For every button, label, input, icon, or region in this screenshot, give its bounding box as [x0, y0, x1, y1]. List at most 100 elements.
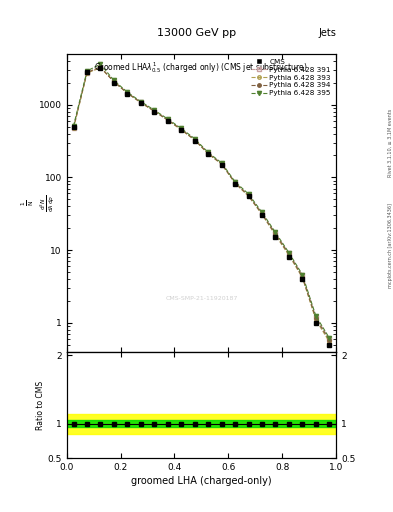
Pythia 6.428 391	[192, 137, 197, 143]
Pythia 6.428 395	[300, 271, 305, 278]
X-axis label: groomed LHA (charged-only): groomed LHA (charged-only)	[131, 476, 272, 486]
CMS	[138, 100, 143, 106]
Pythia 6.428 393	[138, 100, 143, 106]
Pythia 6.428 394	[260, 211, 264, 217]
Line: Pythia 6.428 393: Pythia 6.428 393	[72, 66, 331, 344]
Pythia 6.428 394	[112, 79, 116, 85]
Line: Pythia 6.428 394: Pythia 6.428 394	[72, 66, 331, 342]
Text: Jets: Jets	[318, 28, 336, 38]
CMS	[152, 109, 157, 115]
Pythia 6.428 393	[179, 127, 184, 133]
CMS	[98, 65, 103, 71]
CMS	[71, 123, 76, 130]
CMS	[192, 138, 197, 144]
CMS	[300, 276, 305, 282]
Pythia 6.428 393	[300, 274, 305, 281]
CMS	[314, 320, 318, 326]
Text: mcplots.cern.ch [arXiv:1306.3436]: mcplots.cern.ch [arXiv:1306.3436]	[388, 203, 393, 288]
CMS	[233, 181, 237, 187]
Pythia 6.428 394	[138, 99, 143, 105]
Pythia 6.428 394	[206, 151, 211, 157]
Pythia 6.428 395	[165, 116, 170, 122]
Pythia 6.428 391	[246, 192, 251, 198]
Pythia 6.428 391	[112, 78, 116, 84]
Pythia 6.428 393	[246, 193, 251, 199]
Pythia 6.428 395	[206, 150, 211, 156]
Pythia 6.428 393	[273, 232, 278, 238]
Pythia 6.428 391	[286, 250, 291, 257]
Pythia 6.428 394	[246, 193, 251, 199]
Pythia 6.428 394	[286, 251, 291, 257]
Pythia 6.428 394	[71, 124, 76, 130]
Pythia 6.428 393	[260, 211, 264, 218]
Pythia 6.428 395	[112, 77, 116, 83]
CMS	[165, 118, 170, 124]
Pythia 6.428 393	[219, 161, 224, 167]
Pythia 6.428 391	[273, 230, 278, 237]
Pythia 6.428 391	[260, 210, 264, 217]
Pythia 6.428 394	[300, 274, 305, 280]
Pythia 6.428 394	[273, 231, 278, 238]
Pythia 6.428 394	[179, 126, 184, 133]
Pythia 6.428 391	[125, 90, 130, 96]
Pythia 6.428 393	[84, 70, 89, 76]
Pythia 6.428 395	[233, 179, 237, 185]
Pythia 6.428 391	[84, 70, 89, 76]
Pythia 6.428 393	[165, 117, 170, 123]
Pythia 6.428 391	[71, 125, 76, 131]
Pythia 6.428 394	[152, 108, 157, 114]
Pythia 6.428 394	[125, 90, 130, 96]
Pythia 6.428 391	[165, 117, 170, 123]
Y-axis label: Ratio to CMS: Ratio to CMS	[36, 380, 45, 430]
Pythia 6.428 394	[98, 64, 103, 70]
CMS	[327, 342, 332, 348]
CMS	[112, 80, 116, 86]
Pythia 6.428 391	[152, 108, 157, 114]
Pythia 6.428 395	[286, 250, 291, 256]
Pythia 6.428 394	[327, 337, 332, 343]
Pythia 6.428 393	[327, 338, 332, 345]
CMS	[260, 212, 264, 219]
CMS	[286, 254, 291, 260]
Pythia 6.428 393	[206, 151, 211, 157]
Line: CMS: CMS	[71, 66, 332, 347]
Pythia 6.428 395	[152, 107, 157, 113]
Pythia 6.428 393	[233, 180, 237, 186]
Pythia 6.428 393	[152, 108, 157, 114]
Pythia 6.428 391	[233, 179, 237, 185]
Pythia 6.428 393	[125, 90, 130, 96]
Pythia 6.428 393	[112, 78, 116, 84]
Text: 13000 GeV pp: 13000 GeV pp	[157, 28, 236, 38]
Pythia 6.428 391	[314, 314, 318, 320]
Pythia 6.428 395	[192, 136, 197, 142]
Pythia 6.428 395	[98, 61, 103, 67]
Pythia 6.428 395	[179, 125, 184, 132]
Pythia 6.428 394	[233, 180, 237, 186]
Pythia 6.428 395	[273, 229, 278, 236]
Text: CMS-SMP-21-11920187: CMS-SMP-21-11920187	[165, 295, 238, 301]
Pythia 6.428 393	[71, 125, 76, 132]
Pythia 6.428 395	[84, 68, 89, 74]
CMS	[246, 193, 251, 199]
Legend: CMS, Pythia 6.428 391, Pythia 6.428 393, Pythia 6.428 394, Pythia 6.428 395: CMS, Pythia 6.428 391, Pythia 6.428 393,…	[248, 56, 334, 99]
Pythia 6.428 391	[206, 150, 211, 156]
Pythia 6.428 391	[98, 65, 103, 71]
Pythia 6.428 395	[219, 160, 224, 166]
CMS	[179, 127, 184, 133]
Text: Rivet 3.1.10, ≥ 3.1M events: Rivet 3.1.10, ≥ 3.1M events	[388, 109, 393, 178]
Pythia 6.428 394	[192, 137, 197, 143]
Text: Groomed LHA$\lambda^{1}_{0.5}$ (charged only) (CMS jet substructure): Groomed LHA$\lambda^{1}_{0.5}$ (charged …	[94, 60, 309, 75]
Pythia 6.428 391	[179, 126, 184, 132]
Pythia 6.428 393	[98, 65, 103, 71]
Pythia 6.428 393	[314, 317, 318, 323]
CMS	[125, 91, 130, 97]
CMS	[84, 69, 89, 75]
Pythia 6.428 395	[260, 209, 264, 216]
Y-axis label: $\frac{1}{\mathrm{N}}$
$\frac{\mathrm{d}^2N}{\mathrm{d}\lambda\,\mathrm{d}p}$: $\frac{1}{\mathrm{N}}$ $\frac{\mathrm{d}…	[19, 194, 56, 211]
Pythia 6.428 394	[165, 117, 170, 123]
Line: Pythia 6.428 395: Pythia 6.428 395	[72, 62, 331, 340]
Pythia 6.428 394	[84, 69, 89, 75]
Pythia 6.428 393	[192, 137, 197, 143]
Pythia 6.428 394	[314, 315, 318, 322]
CMS	[273, 234, 278, 240]
